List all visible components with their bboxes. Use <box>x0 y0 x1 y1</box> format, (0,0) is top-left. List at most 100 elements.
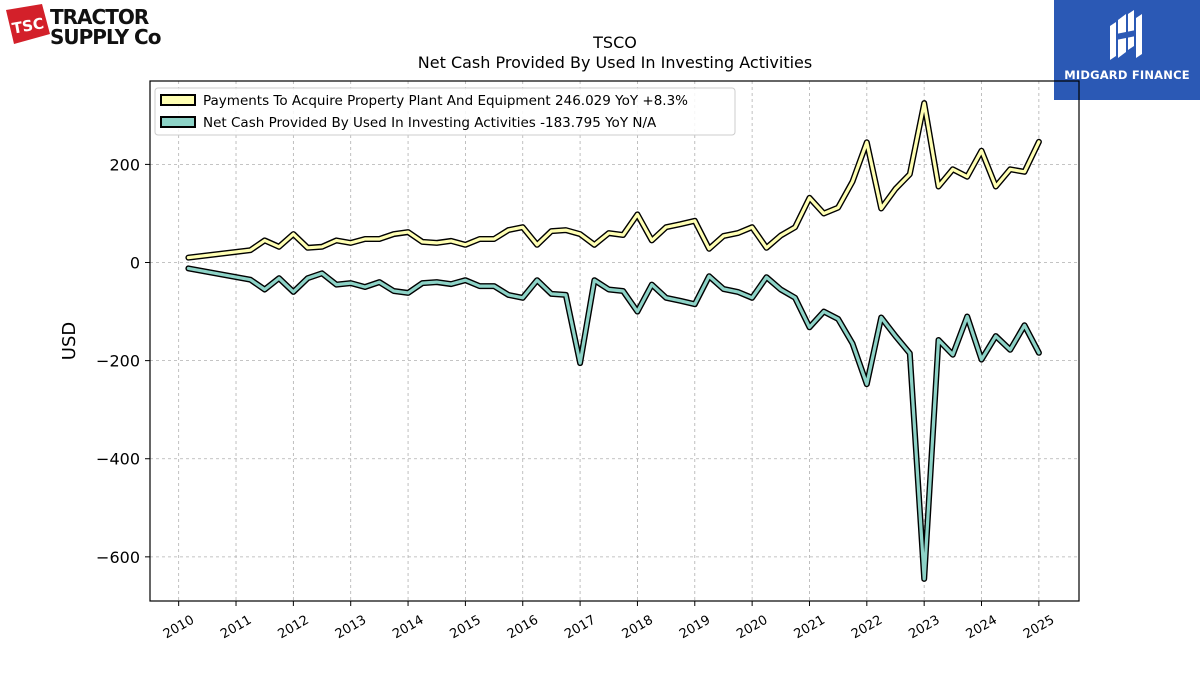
x-tick-label: 2024 <box>964 613 1000 643</box>
series-line-investing-point <box>722 288 725 290</box>
series-line-investing-point <box>593 279 596 282</box>
series-line-investing-point <box>823 310 825 313</box>
series-line-investing-point <box>1023 324 1026 327</box>
series-line-investing-point <box>507 294 510 296</box>
y-tick-label: 200 <box>109 155 140 174</box>
x-tick-label: 2018 <box>620 613 656 643</box>
x-tick-label: 2021 <box>792 613 828 643</box>
series-line-capex-point <box>722 235 725 237</box>
series-line-capex-point <box>1009 168 1011 171</box>
series-line-capex-point <box>1023 171 1026 173</box>
tsc-badge-text: TSC <box>11 14 46 37</box>
series-line-capex-point <box>608 232 610 234</box>
legend-label-capex: Payments To Acquire Property Plant And E… <box>203 93 688 109</box>
series-line-investing-point <box>407 292 409 294</box>
grid <box>150 81 1079 601</box>
tractor-supply-logo-graphic: TSC TRACTOR SUPPLY Co <box>6 4 162 49</box>
series-line-investing-point <box>378 281 381 283</box>
series-line-capex-point <box>521 226 524 228</box>
series-line-investing-point <box>909 352 911 355</box>
series-line-investing-point <box>435 281 438 283</box>
series-line-investing-point <box>780 288 782 291</box>
series-line-capex-point <box>507 229 510 231</box>
x-tick-label: 2011 <box>218 613 254 643</box>
legend-box <box>154 87 736 136</box>
series-line-capex-point <box>306 247 309 249</box>
series-line-investing-point <box>665 297 667 299</box>
x-tick-label: 2010 <box>161 613 197 643</box>
series-line-capex-point <box>478 238 481 240</box>
series-line-capex-point <box>837 206 839 209</box>
series-line-investing-point <box>737 291 739 293</box>
logo-line-1: TRACTOR <box>50 5 149 29</box>
series-line-capex-point <box>550 230 553 232</box>
series-line-investing-point <box>694 303 696 306</box>
series-line-capex-point <box>392 233 395 235</box>
series-line-investing-point <box>708 275 710 278</box>
series-line-investing-point <box>751 297 753 299</box>
series-line-capex-point <box>464 244 467 246</box>
series-line-capex-point <box>651 239 653 242</box>
y-tick-label: −600 <box>96 548 140 567</box>
series-line-capex-point <box>292 233 295 235</box>
legend-label-investing: Net Cash Provided By Used In Investing A… <box>203 115 657 131</box>
series-line-investing-point <box>808 326 811 329</box>
series-line-capex-point <box>636 213 639 216</box>
tsc-badge-shape <box>6 4 50 44</box>
series-line-capex-point <box>679 223 682 225</box>
series-line-investing-point <box>837 318 839 320</box>
series-line-investing-point <box>249 278 252 281</box>
series-line-investing-point <box>1038 352 1040 354</box>
series-line-investing-point <box>478 285 481 287</box>
series-line-investing-point <box>952 353 954 356</box>
series-line-investing-point <box>364 286 366 288</box>
series-line-investing-point <box>651 283 653 286</box>
series-line-capex-point <box>966 175 968 178</box>
series-line-capex-point <box>421 241 424 243</box>
series-line-investing-point <box>794 297 796 299</box>
series-line-capex-point <box>923 102 925 104</box>
logo-line-2: SUPPLY Co <box>50 25 161 48</box>
series-line-capex-point <box>708 248 710 250</box>
series-line-capex-point <box>349 242 352 244</box>
x-tick-label: 2016 <box>505 613 541 643</box>
series-line-capex-point <box>1038 141 1040 143</box>
series-line-investing-point <box>765 276 768 279</box>
series-line-investing-point <box>321 272 323 275</box>
chart-title: TSCO <box>592 33 637 52</box>
series-line-capex-point <box>187 256 190 259</box>
series-lines <box>185 100 1042 582</box>
series-line-capex-point <box>493 238 495 240</box>
series-line-capex-point <box>737 232 739 234</box>
series-line-capex-point <box>622 234 624 236</box>
x-tick-label: 2012 <box>276 613 312 643</box>
series-line-capex-point <box>593 244 596 246</box>
series-line-investing-point <box>851 342 854 345</box>
series-line-capex-point <box>263 239 266 242</box>
legend-swatch-investing <box>160 116 196 128</box>
series-line-investing-point <box>263 288 266 291</box>
series-line-investing-point <box>521 297 524 299</box>
series-line-investing-point <box>608 288 610 291</box>
series-line-capex-point <box>880 207 882 210</box>
series-line-investing-outline <box>185 265 1042 582</box>
tractor-supply-logo: TSC TRACTOR SUPPLY Co <box>6 4 166 49</box>
series-line-investing-point <box>187 267 190 270</box>
legend-swatch-capex <box>160 94 196 106</box>
chart-subtitle: Net Cash Provided By Used In Investing A… <box>418 53 812 72</box>
series-line-capex-point <box>407 231 409 233</box>
series-line-capex-point <box>579 233 581 235</box>
series-line-investing-point <box>636 310 639 313</box>
series-line-capex-point <box>278 246 280 248</box>
y-axis-label: USD <box>59 322 80 360</box>
series-line-capex-point <box>450 240 452 242</box>
series-line-investing-point <box>421 282 424 284</box>
x-tick-label: 2023 <box>906 613 942 643</box>
series-line-capex-point <box>937 185 940 188</box>
legend: Payments To Acquire Property Plant And E… <box>154 87 736 136</box>
series-line-investing-point <box>536 279 538 282</box>
x-tick-label: 2013 <box>333 613 369 643</box>
x-tick-label: 2017 <box>562 613 598 643</box>
midgard-finance-logo: MIDGARD FINANCE <box>1054 0 1200 100</box>
